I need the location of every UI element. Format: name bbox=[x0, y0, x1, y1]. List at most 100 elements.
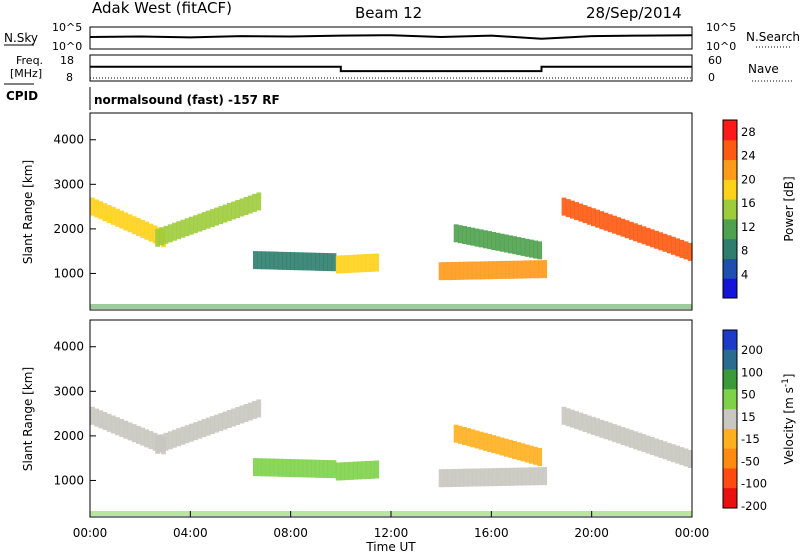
power-colorbar-frame bbox=[722, 119, 738, 299]
cpid-mode-text: normalsound (fast) -157 RF bbox=[94, 93, 280, 107]
colorbar-tick-label: -200 bbox=[741, 499, 767, 513]
echo-cell bbox=[348, 254, 354, 273]
echo-cell bbox=[675, 238, 680, 257]
echo-cell bbox=[457, 425, 463, 444]
echo-cell bbox=[119, 210, 125, 229]
echo-cell bbox=[247, 402, 253, 421]
echo-cell bbox=[127, 214, 133, 233]
echo-cell bbox=[243, 197, 249, 215]
x-tick-label: 16:00 bbox=[474, 526, 509, 540]
velocity-colorbar-swatches bbox=[723, 330, 737, 509]
colorbar-swatch bbox=[723, 488, 737, 509]
echo-cell bbox=[586, 206, 592, 225]
echo-cell bbox=[675, 445, 680, 464]
colorbar-swatch bbox=[723, 468, 737, 489]
echo-cell bbox=[542, 260, 548, 279]
echo-cell bbox=[152, 225, 158, 244]
echo-cell bbox=[90, 197, 95, 216]
echo-cell bbox=[102, 203, 108, 222]
echo-cell bbox=[290, 252, 295, 271]
colorbar-swatch bbox=[723, 120, 737, 141]
echo-cell bbox=[616, 217, 622, 236]
echo-cell bbox=[476, 468, 481, 487]
echo-cell bbox=[649, 229, 655, 248]
y-tick-label: 3000 bbox=[53, 177, 84, 191]
echo-cell bbox=[603, 212, 609, 231]
echo-cell bbox=[595, 418, 600, 437]
echo-cell bbox=[503, 438, 509, 457]
echo-cell bbox=[462, 226, 467, 244]
echo-cell bbox=[369, 253, 375, 272]
x-tick-label: 00:00 bbox=[675, 526, 710, 540]
echo-cell bbox=[491, 232, 497, 250]
echo-cell bbox=[524, 238, 530, 257]
echo-cell bbox=[374, 460, 380, 479]
echo-cell bbox=[315, 459, 320, 478]
echo-cell bbox=[645, 227, 651, 246]
echo-cell bbox=[529, 467, 535, 486]
colorbar-tick-label: 100 bbox=[741, 365, 763, 379]
echo-cell bbox=[201, 212, 207, 231]
echo-cell bbox=[361, 461, 367, 480]
velocity-ylabel: Slant Range [km] bbox=[21, 367, 35, 471]
echo-cell bbox=[509, 467, 514, 486]
echo-cell bbox=[167, 224, 173, 243]
echo-cell bbox=[628, 221, 634, 240]
power-colorbar-ticks: 4 8 12 16 20 24 28 bbox=[741, 125, 756, 281]
echo-cell bbox=[298, 252, 304, 271]
echo-cell bbox=[197, 420, 203, 439]
noise-frame bbox=[89, 26, 693, 50]
power-colorbar-label: Power [dB] bbox=[782, 176, 796, 241]
echo-cell bbox=[155, 435, 160, 454]
echo-cell bbox=[152, 432, 158, 451]
echo-cell bbox=[252, 193, 257, 212]
echo-cell bbox=[488, 468, 494, 487]
echo-cell bbox=[340, 255, 345, 274]
echo-cell bbox=[235, 407, 241, 425]
echo-cell bbox=[184, 218, 190, 237]
echo-cell bbox=[323, 253, 329, 271]
velocity-colorbar-label-sup: -1 bbox=[781, 378, 791, 387]
echo-cell bbox=[344, 255, 350, 274]
colorbar-swatch bbox=[723, 179, 737, 200]
echo-cell bbox=[127, 422, 133, 441]
echo-cell bbox=[467, 261, 473, 280]
echo-cell bbox=[500, 260, 506, 279]
echo-cell bbox=[123, 212, 129, 231]
echo-cell bbox=[538, 467, 543, 486]
echo-cell bbox=[509, 260, 514, 279]
echo-cell bbox=[517, 467, 523, 486]
colorbar-tick-label: 15 bbox=[741, 410, 756, 424]
echo-cell bbox=[222, 204, 228, 223]
echo-cell bbox=[90, 406, 95, 425]
echo-cell bbox=[499, 233, 505, 252]
echo-cell bbox=[496, 468, 502, 486]
echo-cell bbox=[687, 242, 693, 261]
colorbar-swatch bbox=[723, 139, 737, 161]
date-title: 28/Sep/2014 bbox=[586, 4, 682, 22]
echo-cell bbox=[521, 467, 527, 486]
echo-cell bbox=[487, 231, 492, 250]
velocity-colorbar-frame bbox=[722, 329, 738, 509]
colorbar-tick-label: 24 bbox=[741, 149, 756, 163]
echo-cell bbox=[306, 252, 312, 271]
echo-cell bbox=[476, 261, 481, 280]
colorbar-swatch bbox=[723, 258, 737, 279]
colorbar-swatch bbox=[723, 349, 737, 371]
echo-cell bbox=[331, 253, 337, 272]
echo-cell bbox=[365, 461, 371, 479]
echo-cell bbox=[214, 414, 219, 433]
y-tick-label: 2000 bbox=[53, 222, 84, 236]
station-title: Adak West (fitACF) bbox=[92, 0, 232, 17]
freq-frame bbox=[89, 54, 693, 82]
echo-cell bbox=[286, 252, 291, 270]
echo-cell bbox=[500, 467, 506, 486]
echo-cell bbox=[273, 251, 279, 270]
echo-cell bbox=[159, 227, 165, 246]
echo-cell bbox=[323, 460, 329, 478]
velocity-colorbar: 200 100 50 15 -15 -50 -100 -200 Velocity [m s-1… bbox=[722, 329, 796, 513]
echo-cell bbox=[311, 459, 316, 478]
echo-cell bbox=[294, 459, 300, 478]
echo-cell bbox=[666, 442, 672, 461]
